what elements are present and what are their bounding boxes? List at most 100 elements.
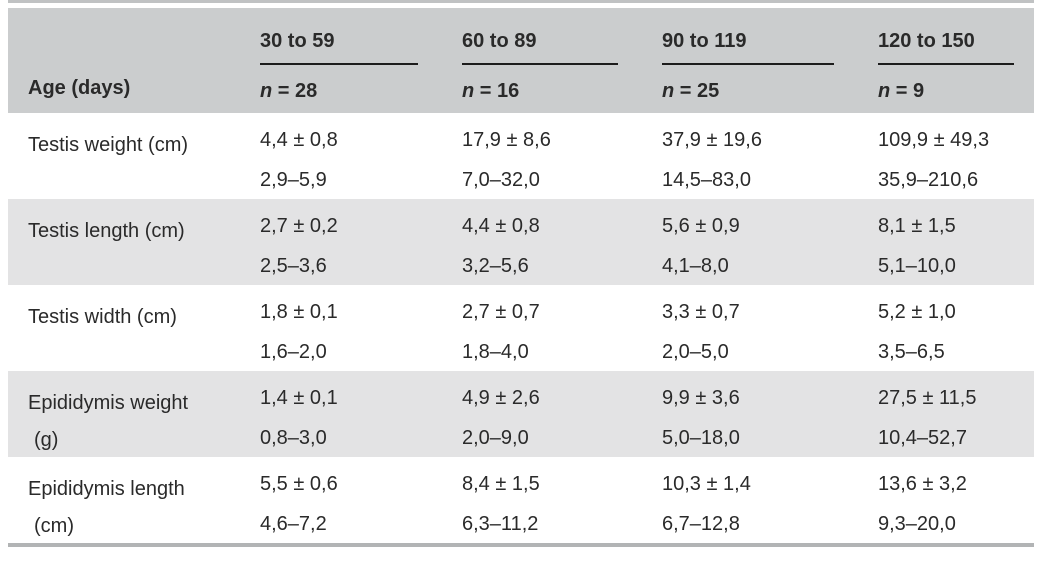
col-header-60-89: 60 to 89 n = 16: [454, 8, 654, 113]
table-bottom-rule: [8, 543, 1034, 547]
n-symbol: n: [662, 80, 675, 102]
range-value: 2,0–5,0: [662, 341, 729, 363]
row-label: Testis length (cm): [28, 220, 185, 242]
mean-sd-value: 2,7 ± 0,7: [462, 301, 540, 323]
mean-sd-value: 37,9 ± 19,6: [662, 129, 762, 151]
row-label: Epididymis length (cm): [28, 478, 185, 537]
data-cell: 9,9 ± 3,6 5,0–18,0: [654, 371, 870, 459]
data-cell: 109,9 ± 49,3 35,9–210,6: [870, 113, 1034, 199]
n-value: = 28: [272, 80, 318, 102]
mean-sd-value: 8,1 ± 1,5: [878, 215, 956, 237]
data-cell: 2,7 ± 0,7 1,8–4,0: [454, 285, 654, 371]
data-cell: 5,2 ± 1,0 3,5–6,5: [870, 285, 1034, 371]
table-row-testis-width: Testis width (cm) 1,8 ± 0,1 1,6–2,0 2,7 …: [8, 285, 1034, 371]
data-cell: 10,3 ± 1,4 6,7–12,8: [654, 457, 870, 545]
mean-sd-value: 27,5 ± 11,5: [878, 387, 977, 409]
range-value: 5,1–10,0: [878, 255, 956, 277]
mean-sd-value: 4,4 ± 0,8: [462, 215, 540, 237]
mean-sd-value: 1,4 ± 0,1: [260, 387, 338, 409]
col-header-30-59: 30 to 59 n = 28: [252, 8, 454, 113]
range-value: 14,5–83,0: [662, 169, 751, 191]
range-value: 1,6–2,0: [260, 341, 327, 363]
mean-sd-value: 4,9 ± 2,6: [462, 387, 540, 409]
mean-sd-value: 13,6 ± 3,2: [878, 473, 967, 495]
age-range-label: 120 to 150: [878, 30, 975, 52]
range-value: 3,5–6,5: [878, 341, 945, 363]
row-label: Epididymis weight (g): [28, 392, 189, 451]
table-row-testis-weight: Testis weight (cm) 4,4 ± 0,8 2,9–5,9 17,…: [8, 113, 1034, 199]
data-cell: 1,4 ± 0,1 0,8–3,0: [252, 371, 454, 459]
data-cell: 27,5 ± 11,5 10,4–52,7: [870, 371, 1034, 459]
n-value: = 25: [674, 80, 720, 102]
range-value: 6,3–11,2: [462, 513, 539, 535]
range-value: 1,8–4,0: [462, 341, 529, 363]
row-label: Testis width (cm): [28, 306, 177, 328]
range-value: 7,0–32,0: [462, 169, 540, 191]
data-cell: 2,7 ± 0,2 2,5–3,6: [252, 199, 454, 285]
range-value: 2,0–9,0: [462, 427, 529, 449]
data-cell: 17,9 ± 8,6 7,0–32,0: [454, 113, 654, 199]
n-value: = 16: [474, 80, 520, 102]
range-value: 9,3–20,0: [878, 513, 956, 535]
table-header: Age (days) 30 to 59 n = 28 60 to 89 n = …: [8, 8, 1034, 113]
n-symbol: n: [260, 80, 273, 102]
data-cell: 4,9 ± 2,6 2,0–9,0: [454, 371, 654, 459]
mean-sd-value: 10,3 ± 1,4: [662, 473, 751, 495]
table-row-epididymis-length: Epididymis length (cm) 5,5 ± 0,6 4,6–7,2…: [8, 457, 1034, 543]
mean-sd-value: 8,4 ± 1,5: [462, 473, 540, 495]
mean-sd-value: 3,3 ± 0,7: [662, 301, 740, 323]
col-header-90-119: 90 to 119 n = 25: [654, 8, 870, 113]
sample-size-label: n = 28: [260, 78, 454, 104]
range-value: 5,0–18,0: [662, 427, 740, 449]
data-cell: 5,5 ± 0,6 4,6–7,2: [252, 457, 454, 545]
data-cell: 8,4 ± 1,5 6,3–11,2: [454, 457, 654, 545]
data-cell: 3,3 ± 0,7 2,0–5,0: [654, 285, 870, 371]
mean-sd-value: 5,2 ± 1,0: [878, 301, 956, 323]
range-value: 35,9–210,6: [878, 169, 979, 191]
mean-sd-value: 1,8 ± 0,1: [260, 301, 338, 323]
range-value: 2,9–5,9: [260, 169, 327, 191]
measurements-table: Age (days) 30 to 59 n = 28 60 to 89 n = …: [8, 0, 1034, 547]
range-value: 10,4–52,7: [878, 427, 967, 449]
data-cell: 1,8 ± 0,1 1,6–2,0: [252, 285, 454, 371]
range-value: 4,1–8,0: [662, 255, 729, 277]
mean-sd-value: 5,5 ± 0,6: [260, 473, 338, 495]
table-row-epididymis-weight: Epididymis weight (g) 1,4 ± 0,1 0,8–3,0 …: [8, 371, 1034, 457]
table-top-rule: [8, 0, 1034, 3]
mean-sd-value: 9,9 ± 3,6: [662, 387, 740, 409]
data-cell: 4,4 ± 0,8 3,2–5,6: [454, 199, 654, 285]
range-value: 2,5–3,6: [260, 255, 327, 277]
mean-sd-value: 109,9 ± 49,3: [878, 129, 990, 151]
mean-sd-value: 17,9 ± 8,6: [462, 129, 551, 151]
header-underline: [260, 63, 418, 65]
mean-sd-value: 4,4 ± 0,8: [260, 129, 338, 151]
mean-sd-value: 5,6 ± 0,9: [662, 215, 740, 237]
range-value: 4,6–7,2: [260, 513, 327, 535]
age-range-label: 30 to 59: [260, 30, 335, 52]
range-value: 0,8–3,0: [260, 427, 327, 449]
data-cell: 8,1 ± 1,5 5,1–10,0: [870, 199, 1034, 285]
mean-sd-value: 2,7 ± 0,2: [260, 215, 338, 237]
data-cell: 4,4 ± 0,8 2,9–5,9: [252, 113, 454, 199]
table-row-testis-length: Testis length (cm) 2,7 ± 0,2 2,5–3,6 4,4…: [8, 199, 1034, 285]
data-cell: 5,6 ± 0,9 4,1–8,0: [654, 199, 870, 285]
n-value: = 9: [890, 80, 925, 102]
corner-label: Age (days): [28, 77, 131, 99]
sample-size-label: n = 9: [878, 78, 1034, 104]
sample-size-label: n = 16: [462, 78, 654, 104]
col-header-120-150: 120 to 150 n = 9: [870, 8, 1034, 113]
range-value: 6,7–12,8: [662, 513, 740, 535]
sample-size-label: n = 25: [662, 78, 870, 104]
data-cell: 13,6 ± 3,2 9,3–20,0: [870, 457, 1034, 545]
n-symbol: n: [462, 80, 475, 102]
age-range-label: 90 to 119: [662, 30, 747, 52]
range-value: 3,2–5,6: [462, 255, 529, 277]
row-label: Testis weight (cm): [28, 134, 189, 156]
header-underline: [662, 63, 834, 65]
header-underline: [462, 63, 618, 65]
data-cell: 37,9 ± 19,6 14,5–83,0: [654, 113, 870, 199]
header-underline: [878, 63, 1014, 65]
n-symbol: n: [878, 80, 891, 102]
table-top-gap: [8, 3, 1034, 8]
